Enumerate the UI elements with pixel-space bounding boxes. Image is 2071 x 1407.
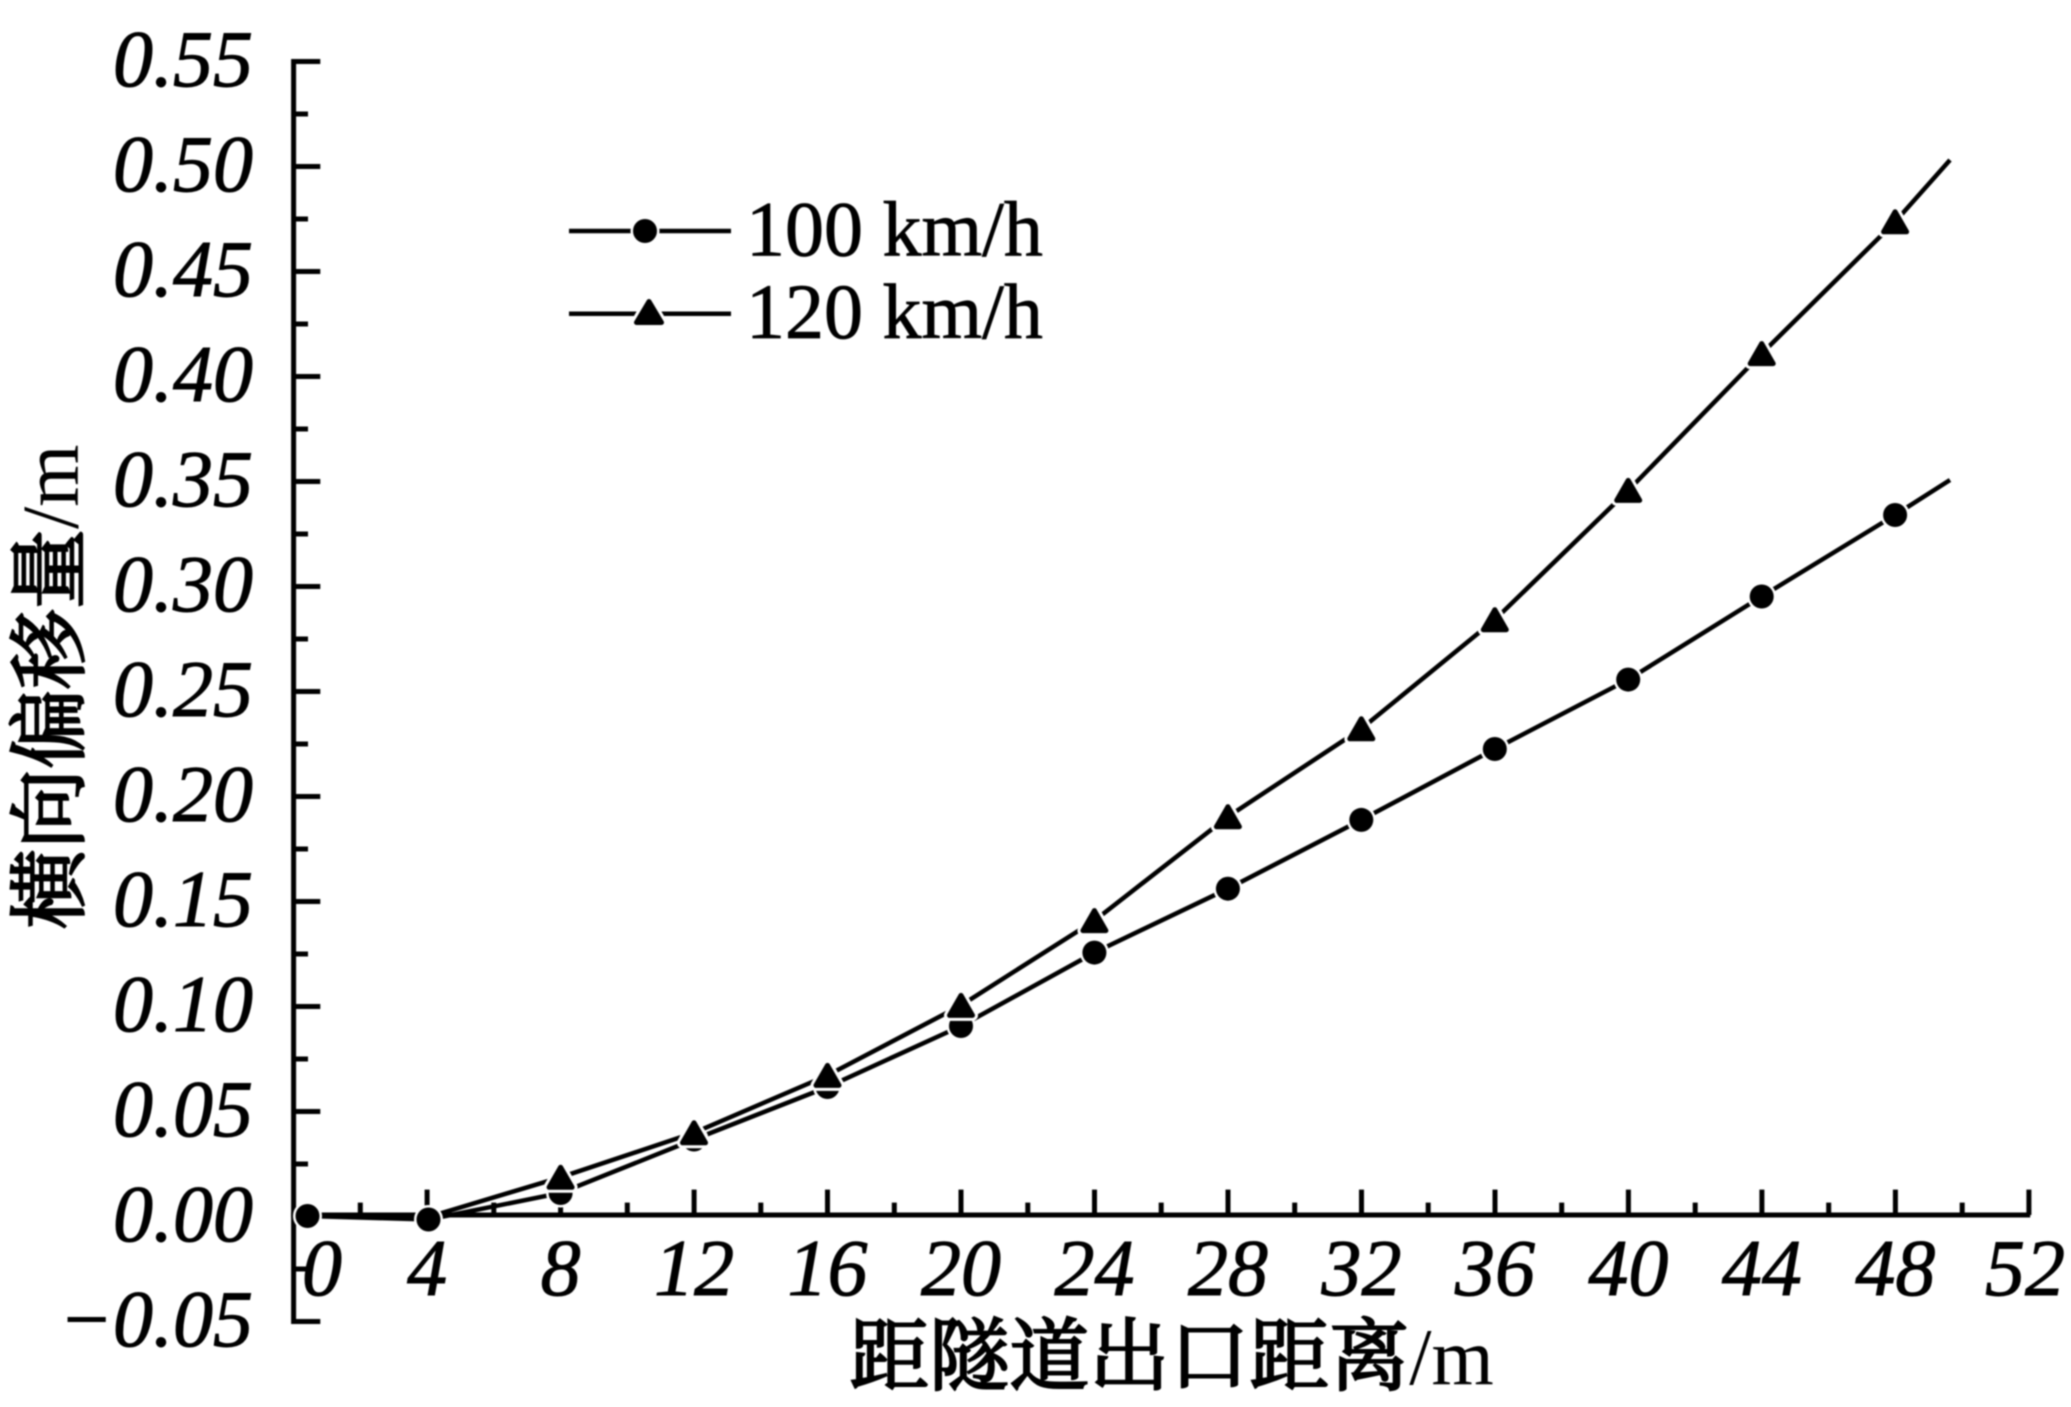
- svg-text:0: 0: [302, 1225, 342, 1313]
- svg-text:0.35: 0.35: [113, 436, 253, 524]
- svg-text:44: 44: [1722, 1225, 1802, 1313]
- svg-text:12: 12: [654, 1225, 734, 1313]
- svg-text:/m: /m: [8, 445, 96, 529]
- svg-text:0.05: 0.05: [113, 1066, 253, 1154]
- svg-text:0.50: 0.50: [113, 121, 253, 209]
- svg-text:0.40: 0.40: [113, 331, 253, 419]
- svg-text:0.55: 0.55: [113, 16, 253, 104]
- svg-text:0.30: 0.30: [113, 541, 253, 629]
- svg-text:100 km/h: 100 km/h: [746, 186, 1043, 273]
- svg-text:0.15: 0.15: [113, 856, 253, 944]
- svg-text:36: 36: [1454, 1225, 1535, 1313]
- svg-text:−0.05: −0.05: [59, 1276, 253, 1364]
- svg-text:0.10: 0.10: [113, 961, 253, 1049]
- svg-text:8: 8: [541, 1225, 581, 1313]
- svg-text:0.20: 0.20: [113, 751, 253, 839]
- svg-text:28: 28: [1188, 1225, 1268, 1313]
- svg-text:40: 40: [1588, 1225, 1668, 1313]
- svg-text:0.00: 0.00: [113, 1171, 253, 1259]
- svg-text:120 km/h: 120 km/h: [746, 268, 1043, 355]
- svg-text:16: 16: [788, 1225, 868, 1313]
- svg-text:0.25: 0.25: [113, 646, 253, 734]
- svg-text:4: 4: [407, 1225, 447, 1313]
- svg-text:20: 20: [921, 1225, 1001, 1313]
- svg-text:24: 24: [1055, 1225, 1135, 1313]
- svg-text:32: 32: [1321, 1225, 1402, 1313]
- svg-text:/m: /m: [1409, 1314, 1493, 1402]
- svg-text:48: 48: [1855, 1225, 1935, 1313]
- svg-text:52: 52: [1985, 1225, 2065, 1313]
- svg-text:0.45: 0.45: [113, 226, 253, 314]
